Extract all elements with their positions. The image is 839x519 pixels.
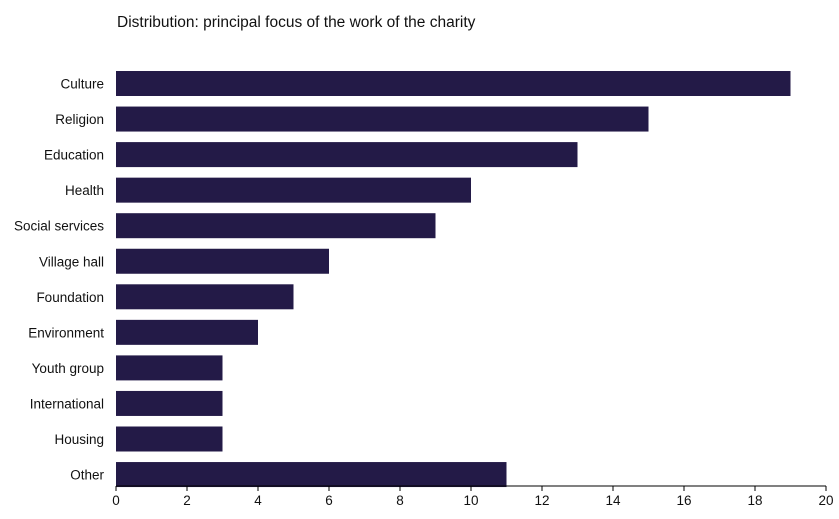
bar-religion: [116, 106, 649, 132]
bar-international: [116, 390, 223, 416]
x-axis: 0 2 4 6 8 10 12 14 16 18 20: [112, 485, 834, 508]
x-tick-label-20: 20: [818, 493, 833, 508]
x-tick-label-8: 8: [396, 493, 404, 508]
x-tick-label-6: 6: [325, 493, 333, 508]
category-label-youth-group: Youth group: [32, 361, 104, 376]
bar-culture: [116, 71, 791, 96]
category-label-village-hall: Village hall: [39, 254, 104, 269]
x-tick-label-16: 16: [676, 493, 691, 508]
category-label-foundation: Foundation: [36, 290, 104, 305]
bar-housing: [116, 426, 223, 452]
bar-social-services: [116, 213, 436, 239]
x-tick-label-18: 18: [747, 493, 762, 508]
bar-foundation: [116, 284, 294, 310]
category-label-religion: Religion: [55, 112, 104, 127]
x-tick-label-14: 14: [605, 493, 621, 508]
category-labels: Culture Religion Education Health Social ser…: [14, 77, 105, 483]
bar-village-hall: [116, 248, 329, 274]
category-label-housing: Housing: [54, 432, 104, 447]
bar-environment: [116, 319, 258, 345]
bars-group: [116, 71, 791, 488]
bar-education: [116, 142, 578, 168]
bar-health: [116, 177, 471, 203]
category-label-international: International: [30, 396, 104, 411]
category-label-other: Other: [70, 468, 104, 483]
x-tick-label-2: 2: [183, 493, 191, 508]
category-label-environment: Environment: [28, 325, 104, 340]
category-label-education: Education: [44, 148, 104, 163]
x-tick-label-10: 10: [463, 493, 478, 508]
x-tick-label-4: 4: [254, 493, 262, 508]
category-label-social-services: Social services: [14, 219, 104, 234]
category-label-health: Health: [65, 183, 104, 198]
x-tick-label-0: 0: [112, 493, 120, 508]
category-label-culture: Culture: [60, 77, 104, 92]
bar-youth-group: [116, 355, 223, 381]
bar-other: [116, 462, 507, 488]
chart-title: Distribution: principal focus of the wor…: [117, 14, 476, 31]
x-tick-label-12: 12: [534, 493, 549, 508]
